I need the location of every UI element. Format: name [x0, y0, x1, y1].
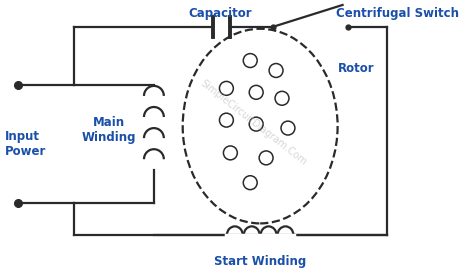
Text: Main
Winding: Main Winding [82, 116, 137, 144]
Text: Capacitor: Capacitor [189, 7, 252, 20]
Text: Rotor: Rotor [337, 62, 374, 75]
Text: SimpleCircuitDiagram.Com: SimpleCircuitDiagram.Com [198, 79, 308, 168]
Text: Start Winding: Start Winding [214, 255, 306, 268]
Text: Centrifugal Switch: Centrifugal Switch [336, 7, 459, 20]
Text: Input
Power: Input Power [5, 130, 46, 158]
